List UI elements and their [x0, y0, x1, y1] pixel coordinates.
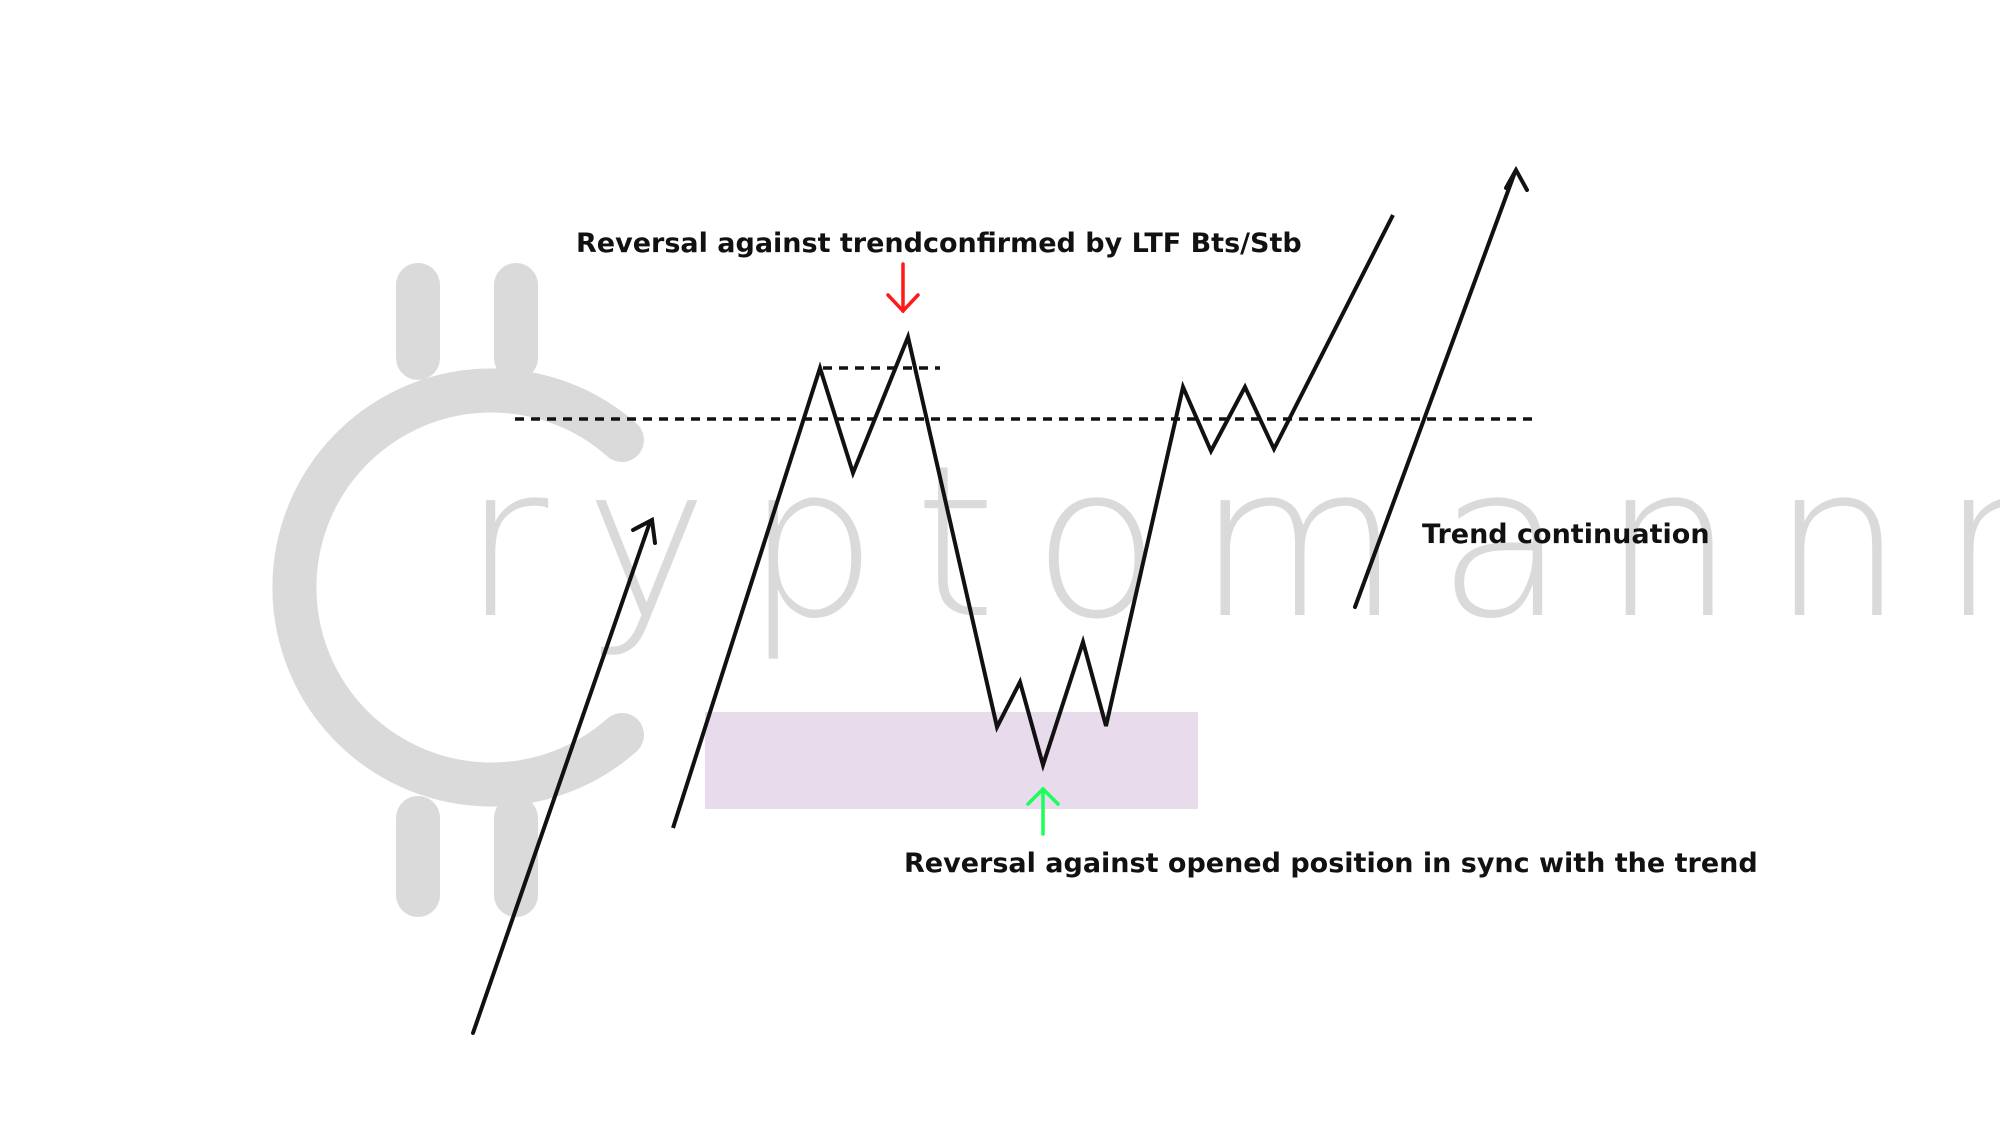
arrow-up-icon	[1026, 786, 1060, 836]
right-trend-arrow	[1353, 165, 1529, 609]
demand-zone	[705, 712, 1198, 809]
watermark-c-ring	[272, 368, 644, 807]
left-trend-arrow	[471, 516, 657, 1035]
watermark-text: ryptomannn	[462, 420, 2000, 665]
label-trend-continuation: Trend continuation	[1422, 519, 1710, 550]
watermark-logo	[272, 263, 644, 917]
label-bottom-reversal: Reversal against opened position in sync…	[904, 848, 1758, 879]
price-path	[671, 214, 1395, 829]
arrow-down-icon	[886, 262, 920, 314]
label-top-reversal: Reversal against trendconfirmed by LTF B…	[576, 228, 1302, 259]
